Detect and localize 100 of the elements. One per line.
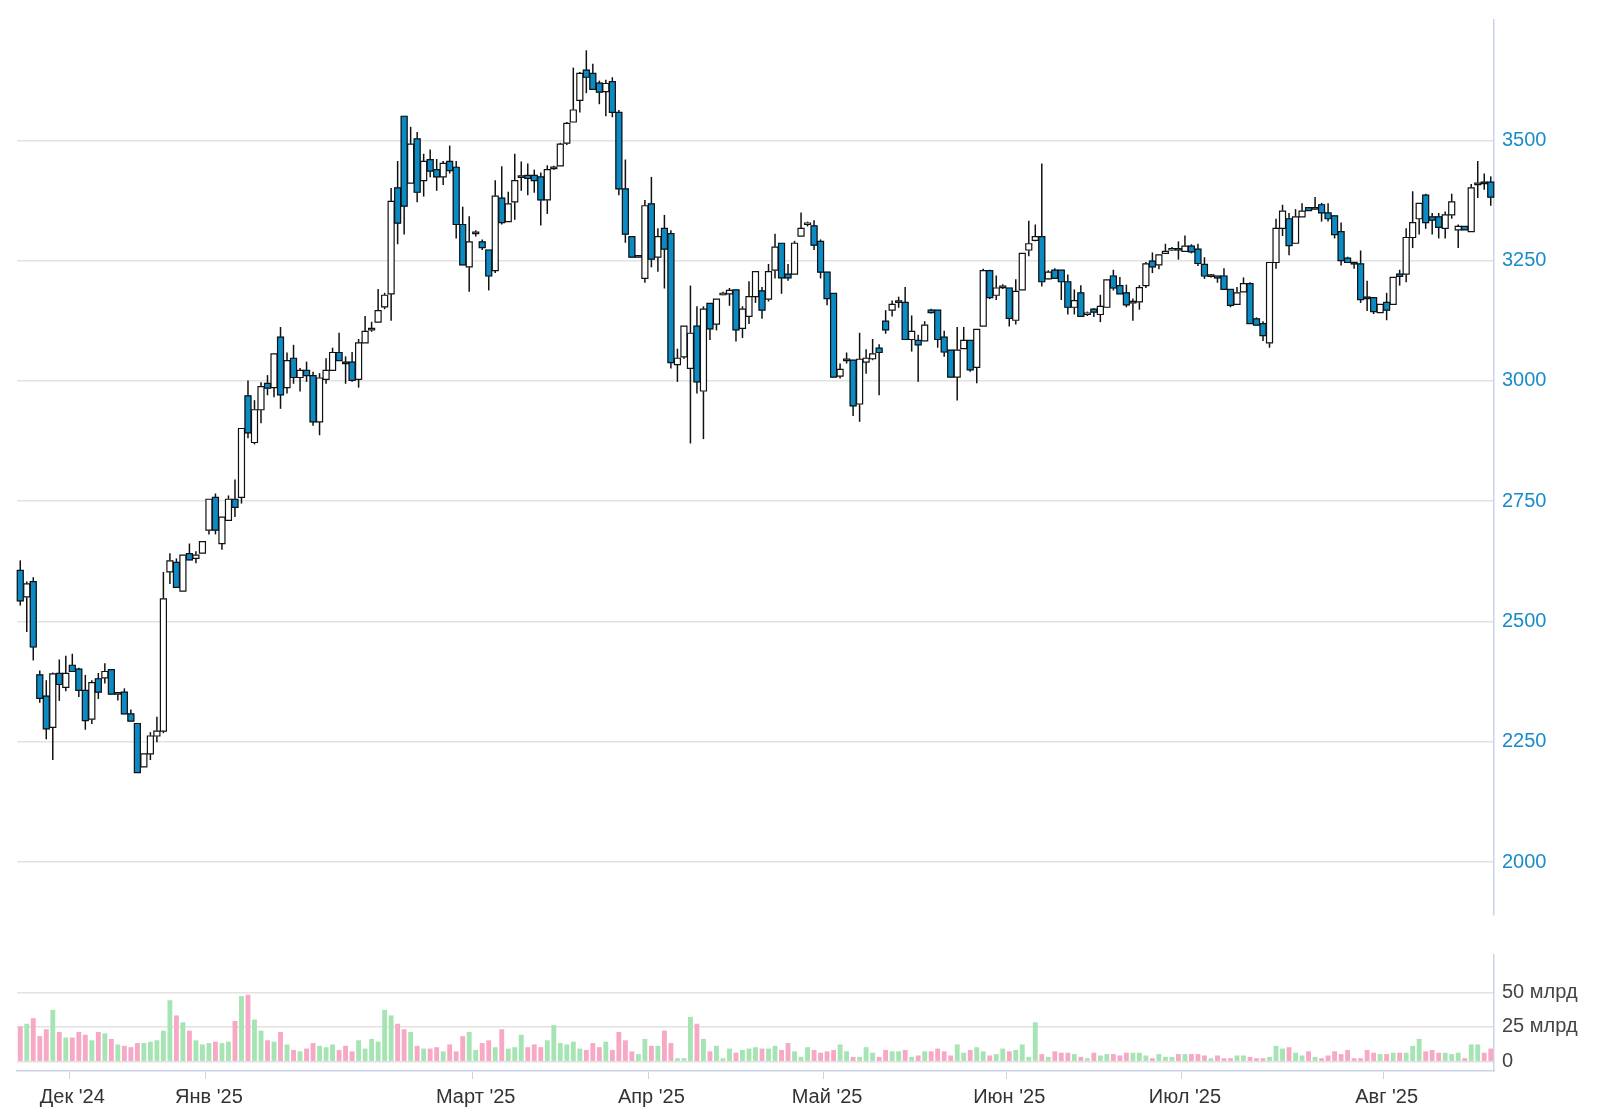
- bar: [414, 1045, 420, 1061]
- bar: [56, 1032, 62, 1061]
- bar: [421, 1048, 427, 1061]
- bar: [440, 1051, 446, 1061]
- bar: [1455, 1052, 1461, 1061]
- bar: [902, 1049, 908, 1061]
- bar: [1149, 1058, 1155, 1061]
- bar: [1052, 1051, 1058, 1061]
- bar: [317, 1045, 322, 1061]
- bar: [1032, 1022, 1038, 1061]
- bar: [108, 1038, 114, 1061]
- bar: [492, 1047, 498, 1061]
- bar: [1189, 1054, 1194, 1061]
- bar: [1071, 1054, 1077, 1061]
- bar: [655, 1045, 661, 1061]
- bar: [408, 1032, 414, 1061]
- bar: [330, 1044, 335, 1061]
- y-tick-label: 0: [1502, 1048, 1514, 1071]
- bar: [24, 1023, 30, 1061]
- bar: [43, 1029, 49, 1061]
- y-tick-label: 2250: [1502, 729, 1547, 752]
- bar: [648, 1045, 654, 1061]
- bar: [922, 1051, 928, 1061]
- bar: [915, 1055, 921, 1061]
- bar: [1423, 1051, 1429, 1061]
- x-tick-label: Янв '25: [175, 1084, 243, 1107]
- bar: [766, 1048, 771, 1061]
- bar: [17, 1026, 23, 1061]
- bar: [180, 1022, 186, 1061]
- y-tick-label: 50 млрд: [1502, 979, 1578, 1002]
- bar: [63, 1037, 69, 1061]
- bar: [525, 1047, 531, 1061]
- bar: [291, 1049, 296, 1061]
- bar: [388, 1015, 394, 1061]
- bar: [701, 1038, 706, 1061]
- bar: [89, 1040, 95, 1061]
- bar: [818, 1052, 823, 1061]
- bar: [1176, 1054, 1181, 1061]
- bar: [82, 1034, 88, 1061]
- bar: [50, 1009, 56, 1061]
- bar: [1241, 1055, 1246, 1061]
- bar: [349, 1051, 355, 1061]
- bar: [688, 1016, 693, 1061]
- bar: [518, 1034, 524, 1061]
- bar: [356, 1040, 362, 1061]
- bar: [1377, 1054, 1383, 1061]
- bar: [720, 1058, 726, 1061]
- bar: [95, 1032, 101, 1061]
- bar: [727, 1048, 732, 1061]
- bar: [1123, 1052, 1129, 1061]
- bar: [1462, 1058, 1468, 1061]
- bar: [1234, 1055, 1240, 1061]
- bar: [141, 1043, 147, 1061]
- bar: [603, 1041, 609, 1061]
- bar: [499, 1029, 505, 1061]
- candlestick: [374, 288, 382, 323]
- bar: [187, 1030, 192, 1061]
- bar: [304, 1048, 309, 1061]
- bar: [974, 1047, 980, 1061]
- bar: [252, 1019, 257, 1061]
- bar: [1390, 1052, 1396, 1061]
- bar: [1078, 1056, 1084, 1061]
- bar: [1397, 1052, 1403, 1061]
- bar: [1156, 1054, 1162, 1061]
- y-tick-label: 2000: [1502, 849, 1547, 872]
- bar: [1006, 1051, 1012, 1061]
- bar: [1384, 1054, 1390, 1061]
- bar: [173, 1015, 179, 1061]
- bar: [1254, 1058, 1259, 1061]
- x-tick-label: Авг '25: [1355, 1084, 1419, 1107]
- bar: [1319, 1058, 1325, 1061]
- x-tick-label: Июл '25: [1148, 1084, 1222, 1107]
- bar: [714, 1045, 719, 1061]
- bar: [226, 1041, 231, 1061]
- bar: [200, 1044, 205, 1061]
- bar: [278, 1032, 283, 1061]
- bar: [1130, 1052, 1136, 1061]
- bar: [779, 1049, 784, 1061]
- bar: [1208, 1058, 1214, 1061]
- bar: [1267, 1056, 1272, 1061]
- bar: [1228, 1058, 1233, 1061]
- bar: [967, 1049, 973, 1061]
- x-tick-label: Июн '25: [973, 1084, 1046, 1107]
- bar: [447, 1044, 453, 1061]
- y-tick-label: 25 млрд: [1502, 1014, 1578, 1037]
- bar: [265, 1040, 270, 1061]
- bar: [1260, 1058, 1266, 1061]
- bar: [909, 1056, 915, 1061]
- candlestick: [1025, 219, 1033, 258]
- bar: [395, 1023, 401, 1061]
- bar: [792, 1051, 797, 1061]
- bar: [213, 1041, 218, 1061]
- bar: [134, 1043, 140, 1061]
- bar: [753, 1047, 758, 1061]
- bar: [987, 1055, 993, 1061]
- bar: [1013, 1049, 1019, 1061]
- bar: [1202, 1055, 1207, 1061]
- bar: [1221, 1058, 1227, 1061]
- bar: [239, 996, 244, 1061]
- bar: [1306, 1051, 1311, 1061]
